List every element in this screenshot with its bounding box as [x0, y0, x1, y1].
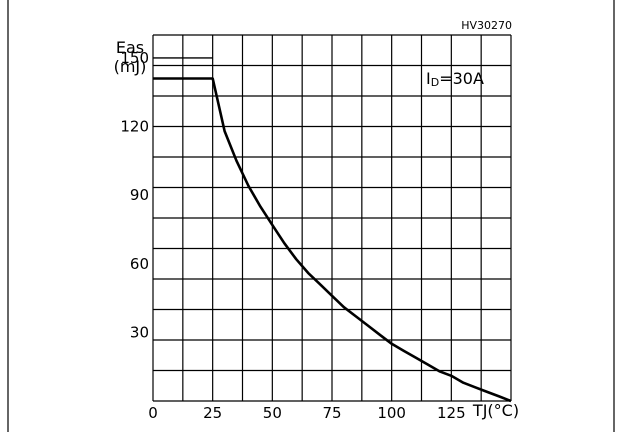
x-tick-label: 50 [263, 404, 282, 422]
x-tick-label: 125 [437, 404, 466, 422]
y-tick-label: 120 [120, 118, 149, 136]
annotation-current: ID=30A [426, 69, 484, 89]
series [153, 57, 512, 403]
annotation-rest: =30A [439, 69, 484, 88]
y-axis-label-line2: (mJ) [114, 57, 147, 76]
figure-code: HV30270 [461, 19, 512, 32]
y-tick-label: 90 [130, 186, 149, 204]
y-tick-label: 30 [130, 323, 149, 341]
y-tick-label: 150 [120, 49, 149, 67]
y-axis-label-line1: Eas [116, 38, 144, 57]
x-tick-label: 0 [148, 404, 158, 422]
x-tick-label: 75 [322, 404, 341, 422]
annotation-main: I [426, 69, 431, 88]
y-tick-label: 60 [130, 255, 149, 273]
eas-derating-curve [153, 77, 512, 403]
grid [152, 34, 512, 402]
x-tick-label: 25 [203, 404, 222, 422]
x-tick-label: 100 [377, 404, 406, 422]
tick-labels: 0 25 50 75 100 125 30 60 90 120 150 [120, 49, 465, 422]
x-axis-label: TJ(°C) [472, 401, 519, 420]
annotation-sub: D [431, 76, 439, 89]
